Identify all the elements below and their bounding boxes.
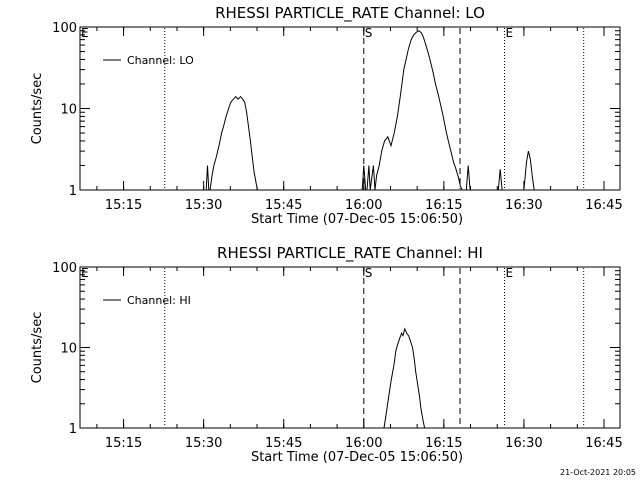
series-line <box>523 150 535 191</box>
x-tick-label: 16:30 <box>505 436 542 451</box>
x-tick-label: 15:45 <box>265 436 302 451</box>
x-tick-label: 16:45 <box>585 198 622 213</box>
plot-frame <box>79 26 621 191</box>
y-tick-label: 100 <box>52 21 77 36</box>
series-line <box>361 30 463 191</box>
y-axis-title: Counts/sec <box>30 73 45 145</box>
x-tick-label: 16:15 <box>425 198 462 213</box>
timestamp-label: 21-Oct-2021 20:05 <box>560 468 636 477</box>
chart-panel-lo: RHESSI PARTICLE_RATE Channel: LO 1 10 100 Co… <box>30 4 623 227</box>
x-tick-label: 16:00 <box>345 436 382 451</box>
x-tick-label: 15:45 <box>265 198 302 213</box>
chart-panel-hi: RHESSI PARTICLE_RATE Channel: HI 1 10 100 Co… <box>30 244 623 465</box>
y-tick-label: 10 <box>60 103 77 118</box>
x-tick-label: 16:00 <box>345 198 382 213</box>
y-tick-label: 1 <box>69 184 77 199</box>
chart-title: RHESSI PARTICLE_RATE Channel: HI <box>217 244 483 263</box>
series-line <box>465 165 503 191</box>
time-marker-label: S <box>365 266 373 280</box>
time-marker-label: E <box>81 266 89 280</box>
series-line <box>205 95 258 191</box>
time-marker-label: S <box>365 26 373 40</box>
x-tick-label: 16:15 <box>425 436 462 451</box>
time-marker-label: E <box>505 266 513 280</box>
x-tick-label: 15:30 <box>185 198 222 213</box>
x-tick-label: 15:15 <box>105 436 142 451</box>
x-axis-title: Start Time (07-Dec-05 15:06:50) <box>251 450 463 465</box>
legend-label: Channel: HI <box>127 294 191 307</box>
x-axis-title: Start Time (07-Dec-05 15:06:50) <box>251 212 463 227</box>
y-axis-title: Counts/sec <box>30 312 45 384</box>
time-marker-label: E <box>81 26 89 40</box>
x-tick-label: 16:45 <box>585 436 622 451</box>
y-tick-label: 1 <box>69 422 77 437</box>
chart-title: RHESSI PARTICLE_RATE Channel: LO <box>215 4 485 23</box>
plot-frame <box>79 266 621 429</box>
x-tick-label: 15:30 <box>185 436 222 451</box>
series-line <box>383 327 426 429</box>
time-marker-label: E <box>505 26 513 40</box>
x-tick-label: 16:30 <box>505 198 542 213</box>
x-tick-label: 15:15 <box>105 198 142 213</box>
legend-label: Channel: LO <box>127 54 194 67</box>
y-tick-label: 100 <box>52 261 77 276</box>
y-tick-label: 10 <box>60 342 77 357</box>
